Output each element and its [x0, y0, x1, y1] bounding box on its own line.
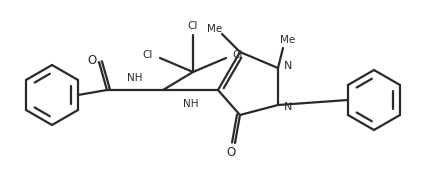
Text: Cl: Cl	[187, 21, 198, 31]
Text: N: N	[283, 102, 292, 112]
Text: Me: Me	[207, 24, 222, 34]
Text: N: N	[283, 61, 292, 71]
Text: Cl: Cl	[142, 50, 153, 60]
Text: Cl: Cl	[232, 50, 243, 60]
Text: O: O	[87, 54, 96, 67]
Text: NH: NH	[127, 73, 142, 83]
Text: Me: Me	[280, 35, 295, 45]
Text: O: O	[226, 147, 235, 160]
Text: NH: NH	[183, 99, 198, 109]
